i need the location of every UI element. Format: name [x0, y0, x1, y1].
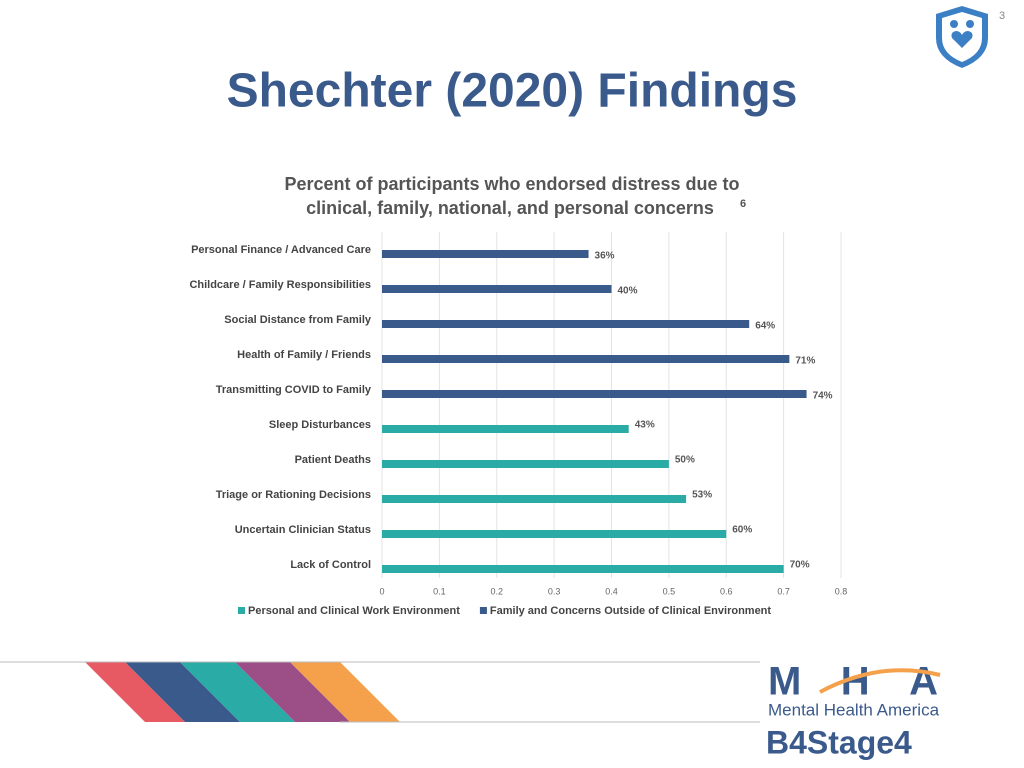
data-label: 53%	[692, 490, 712, 501]
chart-title: Percent of participants who endorsed dis…	[284, 174, 739, 194]
footer-stripes	[0, 661, 760, 723]
legend-swatch	[479, 607, 487, 614]
x-tick-label: 0.5	[663, 586, 676, 596]
x-tick-label: 0.6	[720, 586, 733, 596]
bar	[382, 355, 790, 363]
y-tick-label: Patient Deaths	[295, 454, 371, 466]
title-superscript: 6	[740, 198, 746, 210]
legend-swatch	[238, 607, 245, 614]
x-tick-label: 0.7	[777, 586, 790, 596]
bar	[382, 460, 669, 468]
logo-brand: MHA	[768, 660, 938, 704]
bar	[382, 250, 589, 258]
page-number: 3	[999, 10, 1005, 22]
y-tick-label: Sleep Disturbances	[269, 419, 371, 431]
data-label: 43%	[635, 420, 655, 431]
chart-title: clinical, family, national, and personal…	[306, 198, 714, 218]
y-tick-label: Lack of Control	[290, 559, 371, 571]
y-tick-label: Uncertain Clinician Status	[235, 524, 371, 536]
shield-logo	[936, 6, 988, 68]
bar	[382, 495, 687, 503]
y-tick-label: Childcare / Family Responsibilities	[189, 279, 371, 291]
bar	[382, 530, 727, 538]
data-label: 60%	[732, 525, 752, 536]
y-tick-label: Social Distance from Family	[224, 314, 372, 326]
x-tick-label: 0.1	[433, 586, 446, 596]
slide-title: Shechter (2020) Findings	[227, 65, 798, 118]
logo-tagline: B4Stage4	[766, 724, 912, 760]
logo-name: Mental Health America	[768, 700, 940, 719]
bar	[382, 390, 807, 398]
logo-swoosh	[819, 668, 941, 694]
data-label: 40%	[618, 286, 638, 297]
x-tick-label: 0	[379, 586, 384, 596]
bar	[382, 285, 612, 293]
y-tick-label: Personal Finance / Advanced Care	[191, 244, 371, 256]
data-label: 74%	[813, 391, 833, 402]
x-tick-label: 0.2	[490, 586, 503, 596]
data-label: 64%	[755, 321, 775, 332]
x-tick-label: 0.8	[835, 586, 848, 596]
bar	[382, 565, 784, 573]
legend-label: Personal and Clinical Work Environment	[248, 605, 460, 617]
bar	[382, 425, 629, 433]
data-label: 70%	[790, 560, 810, 571]
bar	[382, 320, 750, 328]
x-tick-label: 0.4	[605, 586, 618, 596]
x-tick-label: 0.3	[548, 586, 561, 596]
data-label: 50%	[675, 455, 695, 466]
data-label: 71%	[795, 356, 815, 367]
y-tick-label: Health of Family / Friends	[237, 349, 371, 361]
y-tick-label: Transmitting COVID to Family	[216, 384, 372, 396]
legend-label: Family and Concerns Outside of Clinical …	[490, 605, 771, 617]
y-tick-label: Triage or Rationing Decisions	[216, 489, 371, 501]
data-label: 36%	[595, 251, 615, 262]
